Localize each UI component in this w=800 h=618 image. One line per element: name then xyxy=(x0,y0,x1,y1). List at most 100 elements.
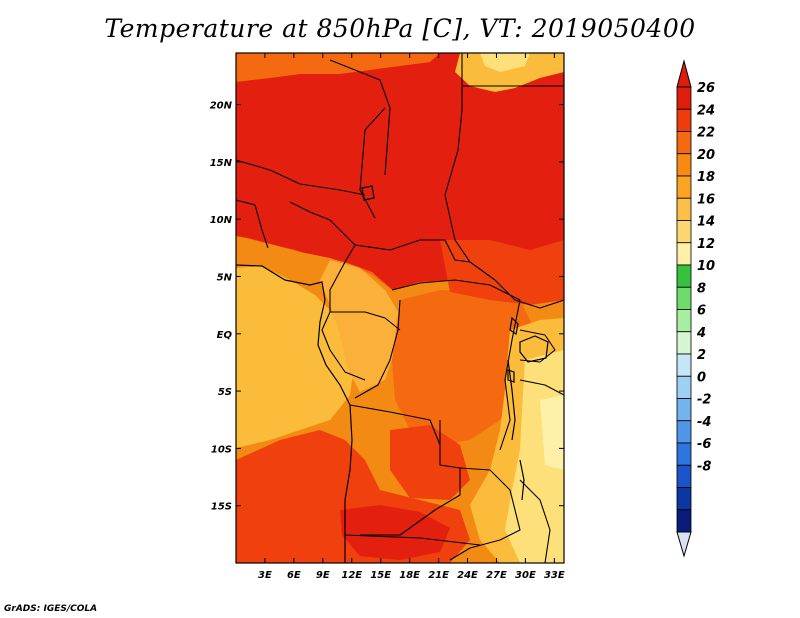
border-westafrica xyxy=(236,199,269,249)
colorbar-label: 6 xyxy=(697,304,706,319)
border-chad-sudan xyxy=(444,149,496,281)
x-tick-label: 33E xyxy=(544,570,565,581)
colorbar-swatch xyxy=(676,464,692,488)
y-tick-label: 10N xyxy=(210,215,233,226)
colorbar-label: 24 xyxy=(697,103,715,118)
country-borders xyxy=(236,53,564,563)
lake-tanganyika xyxy=(507,359,516,441)
colorbar-swatch xyxy=(676,197,692,221)
colorbar-label: 26 xyxy=(697,81,715,96)
colorbar-swatch xyxy=(676,153,692,177)
colorbar-label: -2 xyxy=(697,393,711,408)
colorbar-swatch xyxy=(676,353,692,377)
colorbar-swatch xyxy=(676,242,692,266)
border-drc-car xyxy=(391,279,521,301)
field-egypt-pale xyxy=(480,53,530,72)
lake-albert xyxy=(509,316,519,335)
colorbar-top-arrow xyxy=(676,59,692,88)
border-angola-east xyxy=(360,420,461,536)
field-east-lightest xyxy=(540,395,564,470)
border-cameroon-congo xyxy=(330,311,401,331)
colorbar-label: 18 xyxy=(697,170,715,185)
border-libya-south xyxy=(329,59,391,176)
border-gabon xyxy=(321,311,366,381)
x-tick-label: 27E xyxy=(486,570,507,581)
colorbar-swatch xyxy=(676,220,692,244)
x-tick-label: 12E xyxy=(341,570,362,581)
border-drc-east xyxy=(499,299,521,451)
colorbar-swatch xyxy=(676,420,692,444)
colorbar-swatch xyxy=(676,108,692,132)
lake-malawi xyxy=(519,459,525,501)
colorbar-label: -6 xyxy=(697,437,711,452)
border-chad-niger xyxy=(359,107,386,219)
colorbar-label: 16 xyxy=(697,192,715,207)
y-tick-label: EQ xyxy=(217,330,233,341)
field-libya-warm xyxy=(236,53,440,82)
border-ethiopia-kenya xyxy=(494,279,564,309)
colorbar-swatch xyxy=(676,487,692,511)
y-tick-label: 10S xyxy=(211,444,232,455)
colorbar-label: -4 xyxy=(697,415,711,430)
colorbar-swatch xyxy=(676,398,692,422)
colorbar-label: 4 xyxy=(696,326,706,341)
coast-gulf-guinea xyxy=(236,264,353,563)
y-tick-label: 5S xyxy=(218,387,232,398)
field-congo-basin xyxy=(392,290,535,445)
colorbar-bottom-arrow xyxy=(676,531,692,558)
x-tick-label: 21E xyxy=(428,570,449,581)
coastlines xyxy=(236,185,549,563)
x-tick-label: 24E xyxy=(457,570,478,581)
colorbar-swatch xyxy=(676,286,692,310)
field-sudan-warm xyxy=(440,240,564,305)
border-mozambique xyxy=(519,479,551,563)
field-north-hot xyxy=(236,53,564,292)
x-tick-label: 30E xyxy=(515,570,536,581)
colorbar-swatch xyxy=(676,309,692,333)
colorbar-label: 12 xyxy=(697,237,715,252)
chart-title: Temperature at 850hPa [C], VT: 201905040… xyxy=(104,14,696,43)
colorbar-label: 20 xyxy=(697,148,715,163)
x-tick-label: 15E xyxy=(370,570,391,581)
border-angola-north xyxy=(349,404,441,446)
y-tick-label: 15S xyxy=(211,502,232,513)
border-libya-egypt xyxy=(457,53,463,151)
border-congo-drc xyxy=(354,299,401,399)
plot-frame xyxy=(235,52,565,564)
field-gabon-inland xyxy=(320,260,400,392)
colorbar-label: 10 xyxy=(697,259,715,274)
border-niger-south xyxy=(236,159,366,196)
field-egypt-cool xyxy=(455,53,564,92)
lake-chad xyxy=(361,185,375,201)
colorbar-label: -8 xyxy=(697,459,711,474)
field-zambia-hot xyxy=(390,425,470,500)
colorbar-label: 22 xyxy=(697,126,715,141)
y-axis: 20N 15N 10N 5N EQ 5S 10S 15S xyxy=(210,101,564,513)
colorbar-label: 2 xyxy=(697,348,706,363)
colorbar-label: 8 xyxy=(697,281,706,296)
x-axis: 3E 6E 9E 12E 15E 18E 21E 24E 27E 30E 33E xyxy=(258,53,565,581)
colorbar-swatch xyxy=(676,86,692,110)
colorbar-swatch xyxy=(676,175,692,199)
colorbar-swatch xyxy=(676,375,692,399)
credit-text: GrADS: IGES/COLA xyxy=(4,604,98,614)
colorbar-swatch xyxy=(676,442,692,466)
x-tick-label: 18E xyxy=(399,570,420,581)
y-tick-label: 20N xyxy=(210,101,233,112)
x-tick-label: 9E xyxy=(316,570,330,581)
y-tick-label: 15N xyxy=(210,158,233,169)
y-tick-label: 5N xyxy=(217,272,233,283)
border-tanzania xyxy=(519,379,564,396)
x-tick-label: 3E xyxy=(258,570,272,581)
lake-kivu xyxy=(507,369,515,383)
lake-victoria xyxy=(519,335,549,363)
border-zambia xyxy=(449,467,521,561)
colorbar-label: 14 xyxy=(697,215,715,230)
colorbar-swatch xyxy=(676,331,692,355)
colorbar-swatch xyxy=(676,509,692,533)
field-gulf-ocean xyxy=(236,266,355,448)
x-tick-label: 6E xyxy=(287,570,301,581)
colorbar-swatch xyxy=(676,131,692,155)
